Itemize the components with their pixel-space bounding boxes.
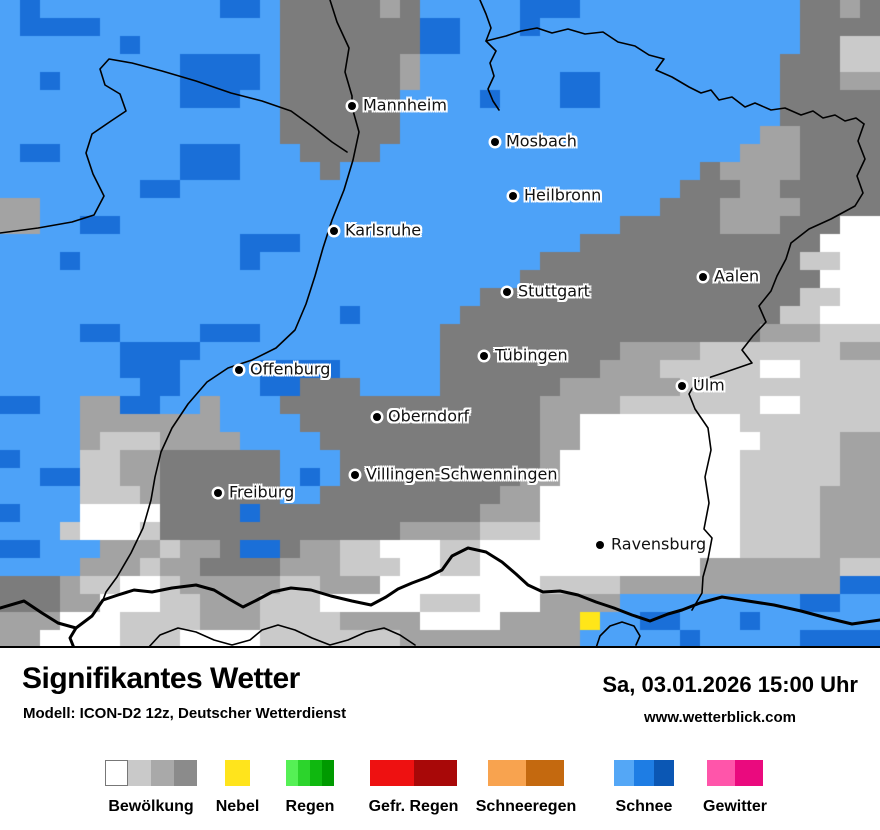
legend-swatches <box>707 760 763 786</box>
map-area: Mannheim Mosbach Heilbronn Karlsruhe Stuttga… <box>0 0 880 648</box>
legend-swatches <box>614 760 674 786</box>
legend-swatch <box>105 760 128 786</box>
legend-group-nebel: Nebel <box>216 760 259 822</box>
legend-swatch <box>322 760 334 786</box>
info-footer: Signifikantes Wetter Sa, 03.01.2026 15:0… <box>0 648 880 830</box>
legend-swatch <box>174 760 197 786</box>
legend-label: Gefr. Regen <box>368 798 459 815</box>
legend-group-gewitter: Gewitter <box>703 760 767 822</box>
legend-swatch <box>151 760 174 786</box>
legend-label: Nebel <box>215 798 260 815</box>
legend-label: Regen <box>285 798 335 815</box>
legend-swatch <box>225 760 250 786</box>
website-url: www.wetterblick.com <box>644 709 796 726</box>
legend-swatch <box>370 760 414 786</box>
legend-group-regen: Regen <box>286 760 334 822</box>
legend-swatch <box>526 760 564 786</box>
legend-swatch <box>614 760 634 786</box>
legend-swatches <box>225 760 250 786</box>
legend-label: Bewölkung <box>108 798 194 815</box>
legend-swatch <box>413 760 457 786</box>
legend-swatch <box>654 760 674 786</box>
legend-swatches <box>105 760 197 786</box>
legend-bar: Bewölkung Nebel Regen Gefr. Regen Schneerege… <box>0 760 880 830</box>
legend-swatch <box>310 760 322 786</box>
map-bottom-frame <box>0 646 880 648</box>
legend-group-gefr-regen: Gefr. Regen <box>368 760 459 822</box>
legend-group-schnee: Schnee <box>614 760 674 822</box>
legend-swatch <box>735 760 763 786</box>
legend-label: Schneeregen <box>475 798 577 815</box>
weather-raster <box>0 0 880 648</box>
model-info: Modell: ICON-D2 12z, Deutscher Wetterdie… <box>23 705 347 722</box>
legend-swatch <box>298 760 310 786</box>
legend-swatches <box>488 760 564 786</box>
legend-swatches <box>370 760 457 786</box>
page-title: Signifikantes Wetter <box>22 662 300 695</box>
legend-swatch <box>634 760 654 786</box>
legend-swatch <box>286 760 298 786</box>
legend-group-schneeregen: Schneeregen <box>476 760 576 822</box>
legend-label: Schnee <box>615 798 673 815</box>
forecast-datetime: Sa, 03.01.2026 15:00 Uhr <box>602 672 858 697</box>
legend-swatch <box>128 760 151 786</box>
legend-group-bew-lkung: Bewölkung <box>105 760 197 822</box>
legend-swatch <box>488 760 526 786</box>
legend-label: Gewitter <box>702 798 768 815</box>
legend-swatch <box>707 760 735 786</box>
legend-swatches <box>286 760 334 786</box>
